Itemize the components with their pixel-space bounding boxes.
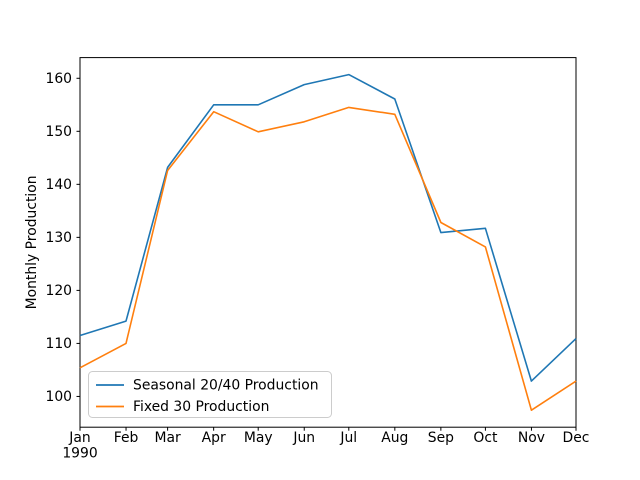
x-tick-label: Jan	[68, 430, 90, 446]
x-tick-label: Jun	[292, 430, 315, 446]
y-tick-label: 110	[45, 336, 72, 352]
x-tick-label: Dec	[563, 430, 590, 446]
x-tick-label: Sep	[428, 430, 454, 446]
x-tick-label: May	[244, 430, 273, 446]
legend-label-fixed: Fixed 30 Production	[133, 399, 269, 415]
y-tick-label: 150	[45, 124, 72, 140]
x-tick-year-label: 1990	[62, 446, 97, 462]
y-tick-label: 120	[45, 283, 72, 299]
legend-box	[88, 371, 332, 418]
legend-label-seasonal: Seasonal 20/40 Production	[133, 378, 319, 394]
y-tick-label: 130	[45, 230, 72, 246]
y-tick-label: 160	[45, 71, 72, 87]
y-axis: 100 110 120 130 140 150 160	[45, 71, 80, 405]
x-tick-label: Feb	[114, 430, 139, 446]
x-tick-label: Nov	[518, 430, 545, 446]
x-tick-label: Mar	[155, 430, 181, 446]
series-lines	[79, 73, 577, 412]
x-tick-label: Aug	[381, 430, 408, 446]
x-tick-label: Jul	[339, 430, 357, 446]
y-tick-label: 100	[45, 389, 72, 405]
x-tick-label: Apr	[202, 430, 226, 446]
series-line-1	[79, 106, 577, 412]
series-line-0	[79, 73, 577, 382]
plot-area	[79, 57, 577, 428]
y-axis-label: Monthly Production	[24, 175, 40, 309]
x-tick-label: Oct	[473, 430, 498, 446]
y-tick-label: 140	[45, 177, 72, 193]
legend: Seasonal 20/40 Production Fixed 30 Produ…	[88, 371, 332, 418]
